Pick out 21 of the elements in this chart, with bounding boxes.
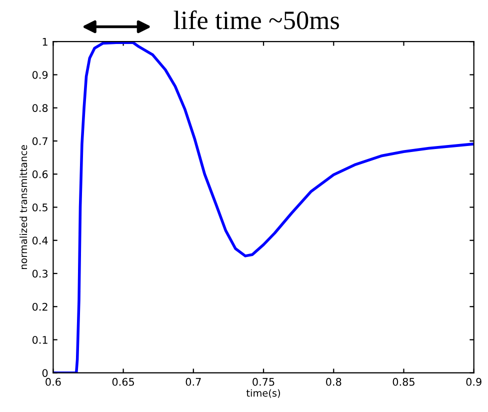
y-axis-title: normalized transmittance xyxy=(20,145,28,270)
x-tick-label: 0.75 xyxy=(252,378,274,386)
y-tick-label: 0.8 xyxy=(32,104,48,112)
x-tick-label: 0.8 xyxy=(326,378,342,386)
y-tick-label: 0 xyxy=(42,369,48,377)
y-tick-label: 1 xyxy=(42,38,48,46)
y-tick-label: 0.3 xyxy=(32,270,48,278)
x-axis-title: time(s) xyxy=(246,389,280,398)
x-tick-label: 0.65 xyxy=(112,378,134,386)
y-tick-label: 0.4 xyxy=(32,236,48,244)
y-tick-label: 0.1 xyxy=(32,336,48,344)
y-tick-label: 0.7 xyxy=(32,137,48,146)
line-series xyxy=(53,42,474,373)
y-tick-label: 0.5 xyxy=(32,203,48,212)
x-tick-label: 0.7 xyxy=(186,378,201,386)
y-tick-label: 0.6 xyxy=(32,170,48,178)
y-tick-label: 0.9 xyxy=(32,70,48,79)
y-tick-label: 0.2 xyxy=(32,302,48,311)
x-tick-label: 0.9 xyxy=(466,378,482,386)
text: life time ~50ms xyxy=(174,10,340,30)
x-tick-label: 0.85 xyxy=(392,378,414,386)
